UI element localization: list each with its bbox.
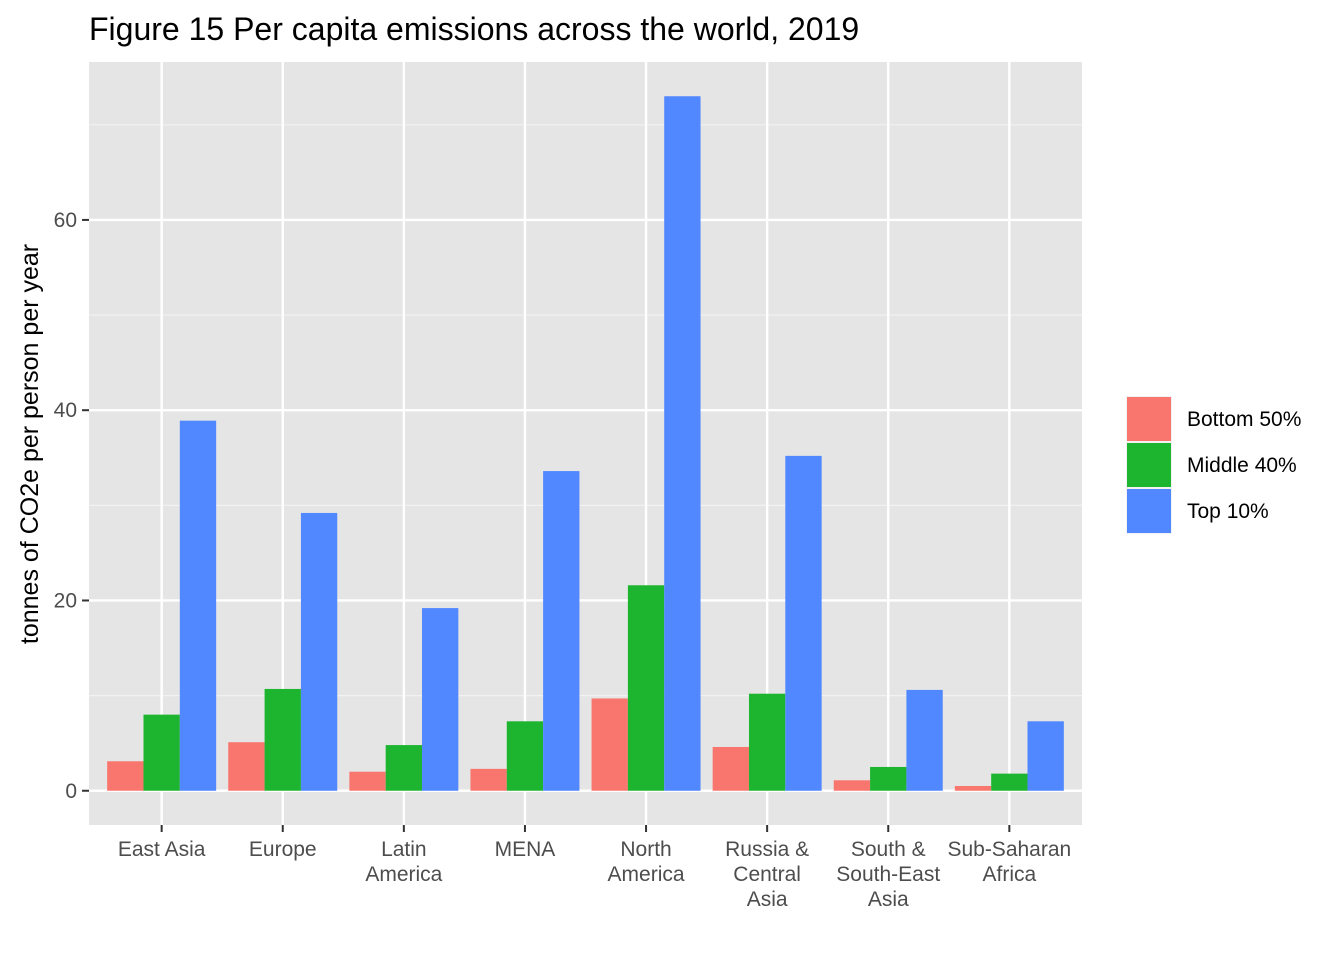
legend-swatch — [1127, 489, 1171, 533]
x-axis: East Asia Europe Latin America MENA North Amer… — [118, 825, 1071, 911]
bar — [543, 471, 580, 791]
bar — [954, 785, 992, 791]
bar — [422, 608, 459, 791]
legend-label: Bottom 50% — [1187, 408, 1301, 431]
bar — [385, 745, 423, 791]
legend-label: Top 10% — [1187, 500, 1269, 523]
bar — [870, 766, 907, 791]
legend-swatch — [1127, 443, 1171, 487]
y-axis-title: tonnes of CO2e per person per year — [16, 244, 44, 644]
bar — [264, 688, 301, 791]
bar — [107, 761, 144, 791]
bar — [179, 420, 217, 791]
x-tick-label: Latin America — [365, 838, 442, 886]
bar — [906, 689, 943, 791]
x-tick-label: Sub-Saharan Africa — [947, 838, 1071, 886]
x-tick-label: MENA — [495, 838, 556, 861]
y-tick-label: 60 — [54, 209, 77, 232]
bar — [785, 455, 822, 791]
bar — [748, 693, 786, 791]
y-tick-label: 20 — [54, 589, 77, 612]
x-tick-label: East Asia — [118, 838, 206, 861]
x-tick-label: North America — [608, 838, 685, 886]
bar — [349, 771, 386, 791]
x-tick-label: Russia & Central Asia — [725, 838, 809, 911]
bar — [991, 773, 1028, 791]
y-tick-label: 40 — [54, 399, 77, 422]
bar — [228, 742, 265, 791]
legend-swatch — [1127, 397, 1171, 441]
bar — [300, 512, 338, 791]
legend-label: Middle 40% — [1187, 454, 1297, 477]
x-tick-label: South & South-East Asia — [836, 838, 940, 911]
bar — [506, 721, 544, 791]
bar — [1027, 721, 1064, 791]
legend: Bottom 50% Middle 40% Top 10% — [1126, 396, 1301, 534]
bar — [143, 714, 180, 791]
bar — [833, 780, 871, 791]
bar — [470, 768, 507, 791]
bar — [664, 96, 701, 791]
y-tick-label: 0 — [65, 780, 77, 803]
bar — [591, 698, 628, 791]
y-axis: 0 20 40 60 — [54, 209, 89, 803]
bar — [627, 585, 665, 791]
chart-title: Figure 15 Per capita emissions across th… — [89, 11, 859, 47]
bar — [712, 746, 749, 791]
x-tick-label: Europe — [249, 838, 317, 861]
bars — [107, 96, 1064, 791]
